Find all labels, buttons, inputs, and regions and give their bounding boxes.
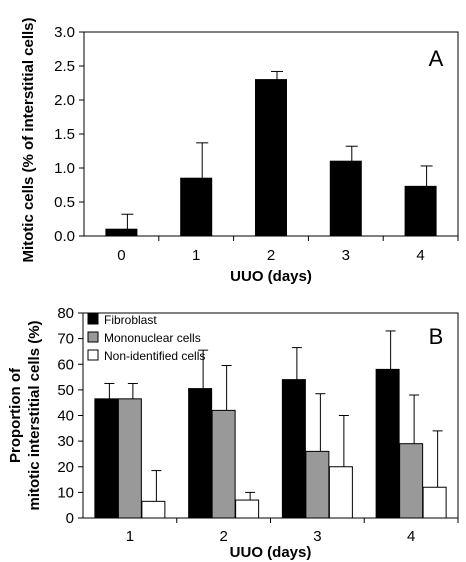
panel-a-bar-3 [329,160,362,237]
panel-a-bar-0 [105,228,138,237]
panel-b-bar-s2-2 [328,466,353,519]
panel-b-error-bar-s0-3 [385,330,396,370]
panel-a-error-bar-0 [121,213,134,230]
panel-b-bar-s1-1 [211,409,236,519]
panel-a-bar-1 [180,177,213,237]
panel-b-error-bar-s0-0 [104,382,115,399]
panel-a-bar-4 [404,185,437,237]
panel-b-bar-s0-1 [188,388,213,519]
panel-b-y-tick-label-2: 20 [57,459,74,476]
panel-a-error-bar-2 [271,70,283,80]
panel-a-x-tick-label-4: 4 [416,247,424,264]
panel-b-error-bar-s2-3 [432,430,443,488]
panel-a-chart: 0.0 0.5 1.0 1.5 2.0 2.5 3.0 0 1 2 3 4 A UUO (days)… [20,17,459,285]
panel-b-bar-s0-2 [281,379,306,519]
panel-b-x-tick-label-1: 2 [219,528,227,545]
panel-b-error-bar-s0-2 [291,347,302,380]
panel-b-error-bar-s0-1 [198,349,209,389]
panel-a-x-axis-title: UUO (days) [230,268,312,285]
panel-b-y-tick-label-0: 0 [66,510,74,527]
panel-a-x-tick-label-3: 3 [342,247,350,264]
panel-b-bar-s0-0 [94,398,119,519]
panel-b-chart: 0 10 20 30 40 50 60 70 80 1 2 3 4 Fibroblast Mononuc… [7,305,459,561]
panel-b-label: B [429,324,444,349]
panel-b-x-tick-label-2: 3 [313,528,321,545]
panel-a-y-tick-label-1: 0.5 [54,194,75,211]
panel-b-error-bar-s2-1 [245,491,256,501]
panel-a-x-tick-label-0: 0 [117,247,125,264]
panel-b-error-bar-s1-1 [221,365,232,411]
panel-b-error-bar-s1-2 [315,393,326,452]
panel-b-y-tick-label-4: 40 [57,408,74,425]
panel-b-y-tick-label-3: 30 [57,433,74,450]
panel-b-bar-s1-3 [399,443,424,519]
panel-b-x-axis-title: UUO (days) [230,544,312,561]
panel-a-bar-2 [255,79,287,237]
legend-swatch-2 [87,349,99,361]
panel-a-error-bar-3 [345,145,358,162]
panel-b-legend: Fibroblast Mononuclear cells Non-identifie… [87,313,205,363]
panel-b-y-tick-label-8: 80 [57,305,74,322]
panel-a-x-tick-label-1: 1 [192,247,200,264]
panel-b-error-bar-s1-0 [127,382,138,399]
panel-a-y-axis-title: Mitotic cells (% of interstitial cells) [20,17,37,262]
panel-b-bar-s2-1 [235,499,260,519]
panel-b-bar-s1-0 [117,398,142,519]
legend-label-1: Mononuclear cells [104,331,201,345]
legend-swatch-1 [87,331,99,343]
panel-a-y-tick-label-5: 2.5 [54,58,75,75]
panel-a-y-tick-label-6: 3.0 [54,24,75,41]
panel-b-error-bar-s1-3 [409,394,420,444]
panel-a-label: A [429,46,444,71]
panel-b-y-tick-label-5: 50 [57,382,74,399]
panel-a-y-tick-label-4: 2.0 [54,92,75,109]
legend-label-0: Fibroblast [104,313,157,327]
panel-a-y-tick-label-2: 1.0 [54,160,75,177]
panel-a-error-bar-4 [420,165,433,187]
panel-b-bar-s0-3 [375,368,400,519]
panel-b-y-tick-label-1: 10 [57,484,74,501]
panel-a-x-tick-label-2: 2 [267,247,275,264]
panel-b-y-tick-label-7: 70 [57,331,74,348]
panel-b-y-axis-title-line-2: mitotic interstitial cells (%) [26,320,43,510]
panel-b-y-axis-title-line-1: Proportion of [7,367,24,463]
panel-a-y-tick-label-3: 1.5 [54,126,75,143]
legend-swatch-0 [87,313,99,325]
panel-b-bar-s1-2 [305,450,330,519]
legend-label-2: Non-identified cells [104,349,205,363]
panel-b-y-tick-label-6: 60 [57,356,74,373]
panel-b-error-bar-s2-2 [338,415,349,467]
panel-b-bar-s2-3 [422,486,447,519]
panel-a-error-bar-1 [196,142,209,179]
panel-b-x-tick-label-0: 1 [126,528,134,545]
panel-a-y-tick-label-0: 0.0 [54,228,75,245]
panel-b-error-bar-s2-0 [151,470,162,502]
panel-b-bar-s2-0 [141,500,166,519]
panel-b-x-tick-label-3: 4 [407,528,415,545]
